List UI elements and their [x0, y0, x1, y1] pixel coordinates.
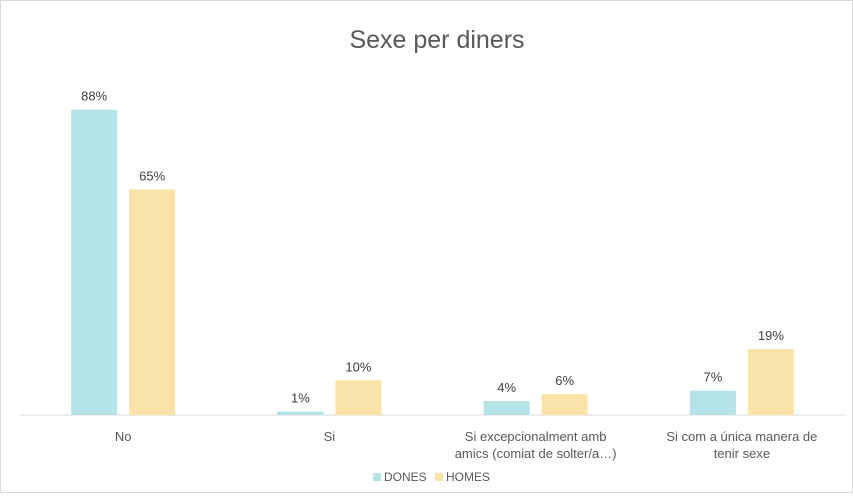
category-labels: No Si Si excepcionalment amb amics (comiat … [115, 429, 818, 461]
bar-homes-2 [541, 394, 588, 415]
bar-dones-2 [483, 401, 530, 415]
legend-swatch-dones [373, 473, 381, 481]
chart-title: Sexe per diners [349, 26, 524, 54]
plot-area: 88% 65% 1% 10% 4% 6% 7% 19% [20, 89, 845, 416]
data-label-homes-1: 10% [345, 359, 371, 374]
bar-dones-0 [71, 109, 118, 415]
data-label-dones-1: 1% [291, 391, 310, 406]
legend-swatch-homes [435, 473, 443, 481]
category-label-1: Si [324, 429, 336, 444]
data-label-homes-0: 65% [139, 168, 165, 183]
category-label-0: No [115, 429, 132, 444]
bar-dones-1 [277, 411, 324, 415]
category-label-3: Si com a única manera de tenir sexe [666, 429, 817, 461]
bar-homes-0 [129, 189, 176, 415]
bar-homes-1 [335, 380, 382, 415]
bar-dones-3 [689, 390, 736, 415]
data-label-homes-3: 19% [758, 328, 784, 343]
legend: DONES HOMES [373, 470, 490, 484]
legend-label-dones: DONES [384, 470, 427, 484]
data-label-dones-0: 88% [81, 89, 107, 104]
bar-homes-3 [747, 349, 794, 415]
data-label-dones-2: 4% [497, 380, 516, 395]
legend-label-homes: HOMES [446, 470, 490, 484]
data-label-dones-3: 7% [703, 370, 722, 385]
category-label-2: Si excepcionalment amb amics (comiat de s… [455, 429, 617, 461]
data-label-homes-2: 6% [555, 373, 574, 388]
